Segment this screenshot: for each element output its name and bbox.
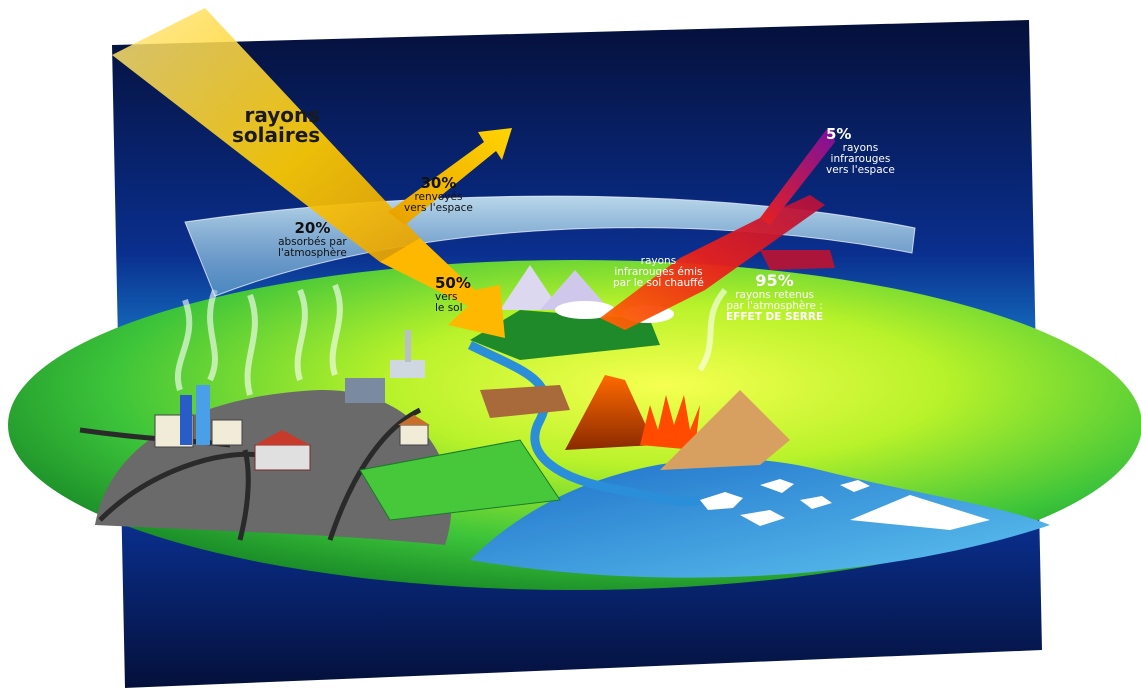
absorbed-label: 20% absorbés par l'atmosphère — [278, 219, 347, 259]
solar-rays-label: rayons solaires — [232, 105, 320, 145]
infrared-space-percent: 5% — [826, 125, 852, 143]
reflected-arrow — [388, 128, 512, 225]
river — [467, 340, 702, 507]
infrared-space-label: 5% rayons infrarouges vers l'espace — [826, 125, 895, 176]
infrared-ground-line1: rayons — [640, 255, 677, 267]
absorbed-line2: l'atmosphère — [278, 246, 347, 259]
absorbed-percent: 20% — [294, 219, 331, 237]
infrared-retained-arrow — [760, 250, 835, 270]
to-ground-label: 50% vers le sol — [435, 274, 471, 314]
reflected-percent: 30% — [420, 174, 457, 192]
retained-percent: 95% — [755, 271, 794, 290]
solar-rays-arrow — [112, 8, 420, 262]
retained-line1: rayons retenus — [735, 288, 814, 301]
smoke-plumes — [175, 283, 728, 396]
fields — [359, 439, 561, 521]
forest-fire — [640, 395, 700, 450]
retained-line2: par l'atmosphère : — [726, 299, 823, 312]
to-ground-percent: 50% — [435, 274, 471, 292]
to-ground-line1: vers — [435, 290, 458, 303]
ploughed-field — [480, 385, 570, 418]
reflected-line2: vers l'espace — [404, 201, 473, 214]
retained-label: 95% rayons retenus par l'atmosphère : EF… — [726, 271, 824, 323]
infrared-space-arrow — [760, 128, 835, 225]
buildings — [154, 330, 430, 471]
infrared-ground-line3: par le sol chauffé — [613, 277, 704, 290]
infrared-space-line2: infrarouges — [830, 152, 891, 165]
retained-line3: EFFET DE SERRE — [726, 310, 824, 323]
to-ground-arrow — [380, 238, 505, 338]
solar-rays-line1: rayons — [244, 103, 321, 127]
reflected-line1: renvoyés — [414, 190, 463, 203]
reflected-label: 30% renvoyés vers l'espace — [404, 174, 473, 214]
infrared-ground-arrow — [600, 195, 825, 330]
absorbed-line1: absorbés par — [278, 235, 347, 248]
infrared-space-line3: vers l'espace — [826, 163, 895, 176]
volcano — [565, 375, 655, 450]
ice-floes — [700, 479, 990, 530]
solar-rays-line2: solaires — [232, 123, 321, 147]
cliff — [660, 390, 790, 470]
infrared-space-line1: rayons — [842, 141, 879, 154]
to-ground-line2: le sol — [435, 301, 463, 314]
infrared-ground-label: rayons infrarouges émis par le sol chauf… — [613, 255, 704, 290]
infrared-ground-line2: infrarouges émis — [614, 266, 703, 279]
